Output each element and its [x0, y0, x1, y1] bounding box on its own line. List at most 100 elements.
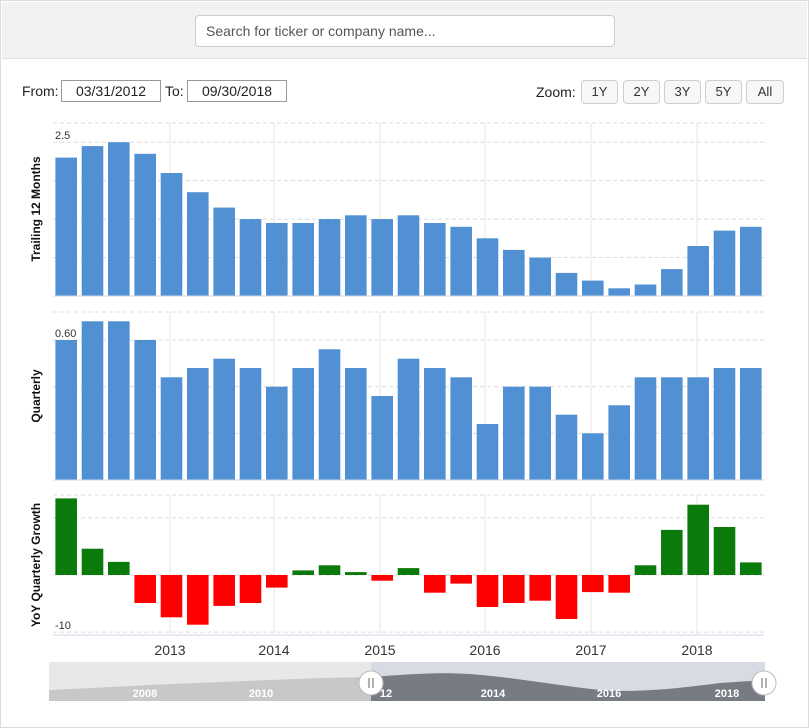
bar[interactable]: [634, 284, 657, 297]
bar[interactable]: [371, 396, 393, 480]
bar[interactable]: [187, 575, 209, 625]
zoom-3y-button[interactable]: 3Y: [664, 80, 701, 104]
bar[interactable]: [318, 349, 341, 480]
y-axis-title: YoY Quarterly Growth: [29, 503, 43, 627]
navigator[interactable]: 2008 2010 12 2014 2016 2018: [49, 662, 777, 701]
search-input[interactable]: [195, 15, 615, 47]
zoom-2y-button[interactable]: 2Y: [623, 80, 660, 104]
bar[interactable]: [81, 548, 104, 575]
bar[interactable]: [740, 368, 762, 480]
bar[interactable]: [608, 288, 630, 296]
bar[interactable]: [160, 377, 183, 480]
bar[interactable]: [292, 368, 314, 480]
bar[interactable]: [450, 377, 472, 480]
bar[interactable]: [424, 575, 446, 593]
bar[interactable]: [213, 575, 235, 606]
bar[interactable]: [582, 280, 604, 296]
bar[interactable]: [503, 386, 525, 480]
bar[interactable]: [687, 377, 709, 480]
bar[interactable]: [529, 386, 551, 480]
bar[interactable]: [529, 575, 551, 601]
bar[interactable]: [318, 219, 341, 296]
bar[interactable]: [424, 223, 446, 296]
zoom-5y-button[interactable]: 5Y: [705, 80, 742, 104]
bar[interactable]: [134, 340, 156, 480]
bar[interactable]: [318, 565, 341, 575]
bar[interactable]: [608, 575, 630, 593]
y-axis-title: Trailing 12 Months: [29, 156, 43, 262]
bar[interactable]: [239, 219, 262, 296]
bar[interactable]: [187, 368, 209, 480]
zoom-all-button[interactable]: All: [746, 80, 784, 104]
bar[interactable]: [634, 565, 657, 575]
bar[interactable]: [134, 575, 156, 603]
zoom-label: Zoom:: [536, 84, 576, 100]
bar[interactable]: [450, 226, 472, 296]
bar[interactable]: [292, 570, 314, 575]
bar[interactable]: [371, 219, 393, 296]
bar[interactable]: [687, 246, 709, 296]
bar[interactable]: [187, 192, 209, 296]
bar[interactable]: [713, 368, 736, 480]
bar[interactable]: [239, 368, 262, 480]
bar[interactable]: [476, 424, 499, 480]
bar[interactable]: [266, 223, 288, 296]
bar[interactable]: [424, 368, 446, 480]
bar[interactable]: [740, 562, 762, 575]
bar[interactable]: [713, 230, 736, 296]
bar[interactable]: [108, 561, 130, 575]
bar[interactable]: [661, 377, 683, 480]
bar[interactable]: [397, 215, 420, 296]
bar[interactable]: [108, 142, 130, 296]
handle-circle[interactable]: [751, 670, 777, 696]
bar[interactable]: [555, 575, 578, 619]
bar[interactable]: [160, 575, 183, 618]
bar[interactable]: [160, 173, 183, 296]
bar[interactable]: [713, 527, 736, 575]
navigator-right-handle[interactable]: [751, 670, 777, 696]
bar[interactable]: [345, 572, 367, 575]
bar[interactable]: [345, 215, 367, 296]
handle-circle[interactable]: [358, 670, 384, 696]
bar[interactable]: [345, 368, 367, 480]
navigator-selection[interactable]: [371, 662, 765, 701]
bar[interactable]: [476, 575, 499, 607]
bar[interactable]: [503, 575, 525, 603]
bar[interactable]: [740, 226, 762, 296]
bar[interactable]: [213, 358, 235, 480]
bar[interactable]: [529, 257, 551, 296]
bar[interactable]: [266, 575, 288, 588]
bar[interactable]: [608, 405, 630, 480]
bar[interactable]: [134, 153, 156, 296]
bar[interactable]: [55, 157, 77, 296]
bar[interactable]: [239, 575, 262, 603]
navigator-year-label: 2014: [481, 688, 506, 700]
bar[interactable]: [81, 321, 104, 480]
bar[interactable]: [634, 377, 657, 480]
bar[interactable]: [266, 386, 288, 480]
bar[interactable]: [213, 207, 235, 296]
bar[interactable]: [371, 575, 393, 581]
bar[interactable]: [450, 575, 472, 584]
bar[interactable]: [292, 223, 314, 296]
to-date-input[interactable]: 09/30/2018: [187, 80, 287, 102]
bar[interactable]: [55, 498, 77, 575]
x-tick-label: 2014: [258, 642, 289, 658]
bar[interactable]: [476, 238, 499, 296]
bar[interactable]: [582, 433, 604, 480]
bar[interactable]: [661, 529, 683, 575]
bar[interactable]: [81, 146, 104, 296]
bar[interactable]: [661, 269, 683, 296]
bar[interactable]: [555, 414, 578, 480]
bar[interactable]: [503, 249, 525, 296]
navigator-left-handle[interactable]: [358, 670, 384, 696]
bar[interactable]: [555, 272, 578, 296]
bar[interactable]: [397, 358, 420, 480]
bar[interactable]: [108, 321, 130, 480]
zoom-1y-button[interactable]: 1Y: [581, 80, 618, 104]
bar[interactable]: [687, 504, 709, 575]
bar[interactable]: [55, 340, 77, 480]
bar[interactable]: [582, 575, 604, 593]
from-date-input[interactable]: 03/31/2012: [61, 80, 161, 102]
bar[interactable]: [397, 568, 420, 575]
